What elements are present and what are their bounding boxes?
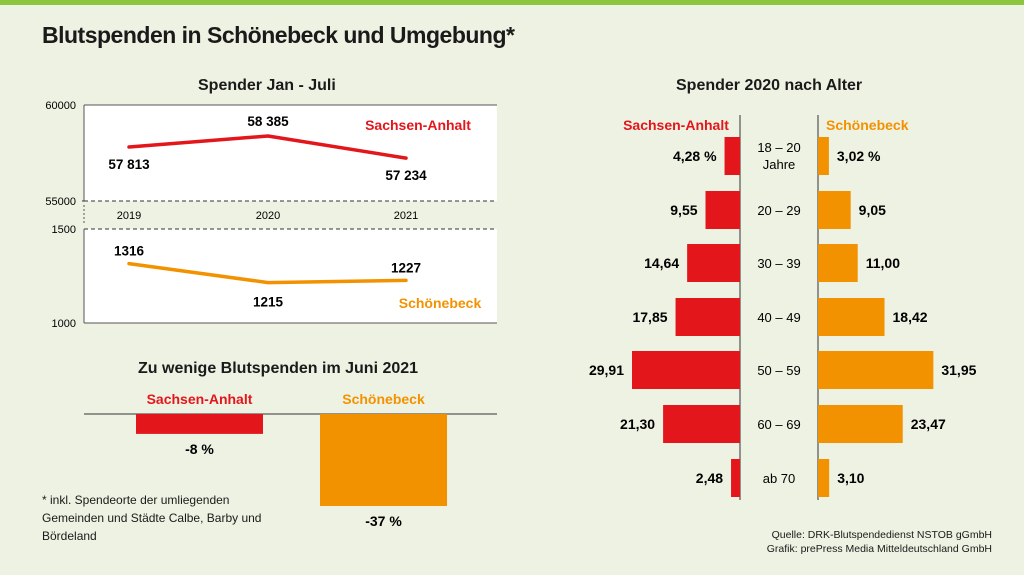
age-group-label: 20 – 29: [757, 203, 800, 218]
bar-sachsen-anhalt-age: [687, 244, 740, 282]
data-label: 1227: [391, 260, 421, 275]
bar-category-label: Schönebeck: [342, 391, 425, 407]
y-tick-label: 60000: [45, 100, 76, 112]
data-label: 11,00: [866, 255, 900, 271]
bar-sachsen-anhalt-age: [632, 351, 740, 389]
bar-value-label: -8 %: [185, 441, 214, 457]
top-accent-bar: [0, 0, 1024, 5]
bar-schoenebeck-age: [818, 405, 903, 443]
source-credit: Quelle: DRK-Blutspendedienst NSTOB gGmbH…: [767, 528, 992, 556]
y-tick-label: 1000: [52, 318, 76, 330]
x-tick-label: 2019: [117, 210, 141, 222]
line-series-sachsen-anhalt: [127, 134, 408, 160]
age-group-label: 60 – 69: [757, 417, 800, 432]
bar-schoenebeck-age: [818, 351, 934, 389]
bar-schoenebeck-age: [818, 137, 829, 175]
data-label: 57 813: [108, 157, 150, 172]
bar-sachsen-anhalt-age: [705, 191, 740, 229]
bar-schoenebeck-age: [818, 459, 830, 497]
x-tick-label: 2020: [256, 210, 280, 222]
y-tick-label: 55000: [45, 196, 76, 208]
data-label: 14,64: [644, 255, 679, 271]
bar-sachsen-anhalt-age: [663, 405, 740, 443]
data-label: 23,47: [911, 416, 946, 432]
legend-schoenebeck: Schönebeck: [826, 117, 909, 133]
data-label: 4,28 %: [673, 148, 717, 164]
footnote: * inkl. Spendeorte der umliegenden Gemei…: [42, 493, 262, 543]
bar-schoenebeck-age: [818, 191, 851, 229]
bar-sachsen-anhalt-age: [675, 298, 740, 336]
bar-schoenebeck: [320, 414, 447, 506]
page-title: Blutspenden in Schönebeck und Umgebung*: [42, 22, 515, 48]
x-tick-label: 2021: [394, 210, 418, 222]
legend-sachsen-anhalt: Sachsen-Anhalt: [623, 117, 729, 133]
age-chart-title: Spender 2020 nach Alter: [676, 77, 863, 94]
data-label: 9,55: [670, 202, 697, 218]
y-tick-label: 1500: [52, 224, 76, 236]
age-group-label: 40 – 49: [757, 310, 800, 325]
age-group-label: 30 – 39: [757, 256, 800, 271]
line-chart-title: Spender Jan - Juli: [198, 77, 336, 94]
age-group-label: 18 – 20 Jahre: [757, 140, 800, 172]
data-label: 18,42: [893, 309, 928, 325]
bar-value-label: -37 %: [365, 513, 402, 529]
bar-sachsen-anhalt-age: [731, 459, 740, 497]
data-label: 21,30: [620, 416, 655, 432]
bar-schoenebeck-age: [818, 298, 885, 336]
data-label: 3,02 %: [837, 148, 881, 164]
bar-category-label: Sachsen-Anhalt: [147, 391, 253, 407]
data-label: 9,05: [859, 202, 886, 218]
data-label: 31,95: [941, 362, 976, 378]
data-label: 2,48: [696, 470, 723, 486]
data-label: 17,85: [632, 309, 667, 325]
legend-schoenebeck: Schönebeck: [399, 295, 482, 311]
line-panel-background: [84, 229, 497, 323]
data-label: 57 234: [385, 168, 427, 183]
data-label: 3,10: [837, 470, 864, 486]
age-group-label: 50 – 59: [757, 363, 800, 378]
graphic-credit-line: Grafik: prePress Media Mitteldeutschland…: [766, 543, 992, 555]
bar-sachsen-anhalt-age: [724, 137, 740, 175]
line-panel-background: [84, 105, 497, 201]
legend-sachsen-anhalt: Sachsen-Anhalt: [365, 117, 471, 133]
bar-sachsen-anhalt: [136, 414, 263, 434]
line-series-schoenebeck: [127, 261, 408, 285]
bar-schoenebeck-age: [818, 244, 858, 282]
source-line: Quelle: DRK-Blutspendedienst NSTOB gGmbH: [771, 529, 992, 541]
data-label: 1316: [114, 244, 145, 259]
data-label: 58 385: [247, 114, 289, 129]
data-label: 1215: [253, 295, 284, 310]
june-bar-chart-title: Zu wenige Blutspenden im Juni 2021: [138, 360, 419, 377]
data-label: 29,91: [589, 362, 624, 378]
age-group-label: ab 70: [763, 471, 796, 486]
